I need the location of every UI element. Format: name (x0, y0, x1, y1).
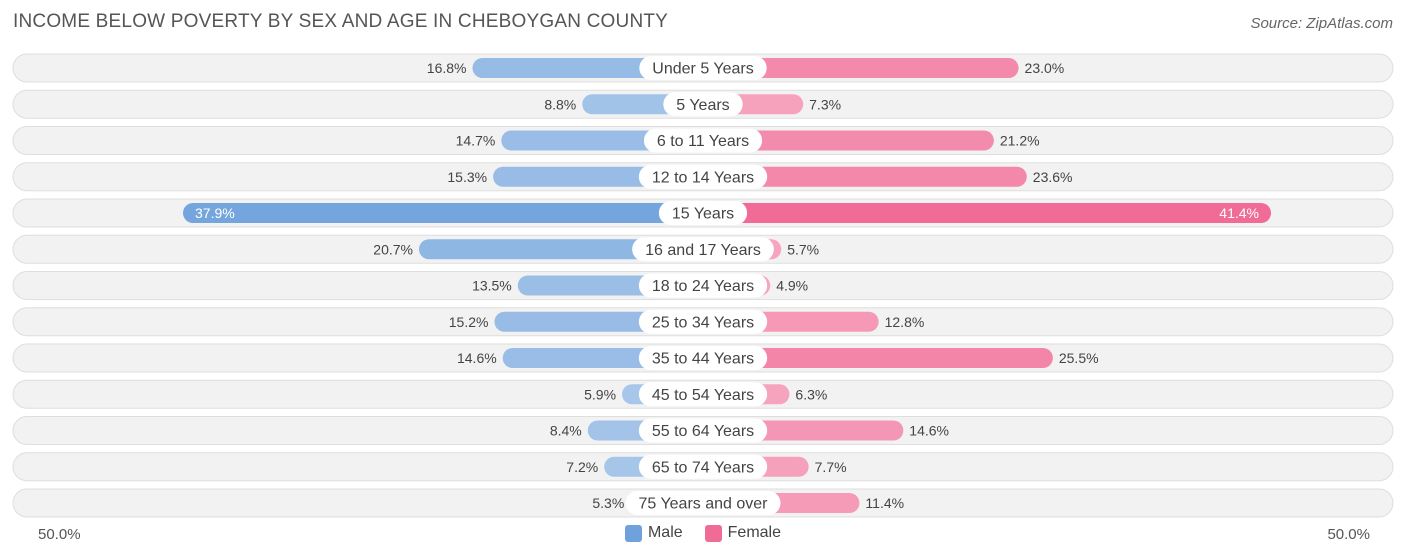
female-bar (703, 203, 1272, 223)
male-value-label: 13.5% (472, 278, 512, 294)
category-label: 65 to 74 Years (652, 459, 754, 476)
male-bar (418, 239, 703, 260)
female-value-label: 4.9% (776, 278, 808, 294)
male-value-label: 15.2% (449, 314, 489, 330)
category-pill (658, 201, 748, 225)
female-value-label: 11.4% (865, 495, 904, 511)
male-value-label: 15.3% (447, 169, 487, 185)
legend-item-male[interactable]: Male (624, 524, 683, 542)
female-bar (703, 58, 1019, 78)
legend-label-female: Female (727, 524, 782, 541)
category-pill (638, 382, 768, 407)
category-label: 15 Years (672, 206, 734, 223)
female-value-label: 41.4% (1219, 205, 1259, 221)
category-pill (638, 418, 768, 443)
legend-item-female[interactable]: Female (704, 524, 782, 542)
male-value-label: 7.2% (566, 459, 598, 475)
female-bar (703, 348, 1053, 368)
female-value-label: 7.7% (815, 459, 847, 475)
legend-swatch-female (704, 524, 722, 542)
category-pill (632, 237, 774, 262)
female-value-label: 21.2% (1000, 133, 1040, 149)
category-pill (643, 128, 763, 153)
female-value-label: 25.5% (1059, 350, 1099, 366)
category-pill (663, 92, 743, 117)
female-value-label: 6.3% (795, 386, 827, 402)
legend: Male Female (0, 524, 1406, 542)
category-label: 25 to 34 Years (652, 314, 754, 331)
category-pill (639, 56, 767, 80)
female-bar (703, 166, 1027, 187)
female-bar (703, 130, 994, 151)
category-pill (625, 491, 781, 515)
category-pill (638, 346, 768, 370)
legend-label-male: Male (647, 524, 683, 541)
category-pill (638, 309, 768, 334)
category-label: 18 to 24 Years (652, 278, 754, 295)
category-pill (638, 273, 768, 298)
female-value-label: 23.0% (1025, 60, 1065, 76)
male-value-label: 14.6% (457, 350, 497, 366)
category-pill (638, 454, 768, 479)
male-value-label: 5.3% (592, 495, 624, 511)
chart-source: Source: ZipAtlas.com (1250, 15, 1393, 32)
legend-swatch-male (624, 524, 642, 542)
category-label: 16 and 17 Years (645, 242, 761, 259)
male-value-label: 5.9% (584, 386, 616, 402)
category-label: 12 to 14 Years (652, 169, 754, 186)
category-label: 45 to 54 Years (652, 387, 754, 404)
female-value-label: 12.8% (885, 314, 925, 330)
male-bar (183, 203, 704, 223)
male-value-label: 8.4% (550, 423, 582, 439)
female-value-label: 23.6% (1033, 169, 1073, 185)
female-value-label: 7.3% (809, 96, 841, 112)
axis-right-label: 50.0% (1327, 526, 1370, 543)
male-value-label: 16.8% (427, 60, 467, 76)
category-pill (638, 164, 768, 189)
male-value-label: 14.7% (456, 133, 496, 149)
category-label: 75 Years and over (639, 496, 769, 513)
female-value-label: 14.6% (909, 423, 949, 439)
axis-left-label: 50.0% (38, 526, 81, 543)
category-label: 5 Years (676, 97, 729, 114)
category-label: 35 to 44 Years (652, 351, 754, 368)
male-value-label: 37.9% (195, 205, 235, 221)
male-value-label: 8.8% (544, 96, 576, 112)
category-label: 55 to 64 Years (652, 423, 754, 440)
category-label: Under 5 Years (652, 61, 753, 78)
male-value-label: 20.7% (373, 241, 413, 257)
chart-title: INCOME BELOW POVERTY BY SEX AND AGE IN C… (13, 11, 669, 32)
category-label: 6 to 11 Years (657, 133, 749, 150)
female-value-label: 5.7% (787, 241, 819, 257)
